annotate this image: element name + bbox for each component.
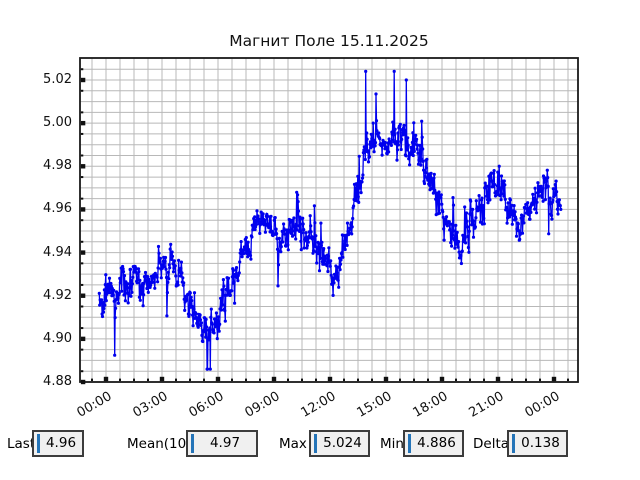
- data-series: [97, 69, 563, 371]
- stat-input-min[interactable]: 4.886: [403, 430, 464, 457]
- text-cursor: [314, 434, 317, 453]
- y-tick-label: 5.00: [43, 115, 72, 131]
- y-tick-label: 4.98: [43, 158, 72, 174]
- data-markers: [97, 69, 563, 371]
- stat-input-delta[interactable]: 0.138: [507, 430, 568, 457]
- stat-value-delta: 0.138: [521, 435, 560, 451]
- tick-marks: [80, 68, 569, 385]
- y-tick-label: 4.96: [43, 201, 72, 217]
- y-tick-label: 4.90: [43, 330, 72, 346]
- stat-label-min: Min: [380, 436, 404, 452]
- y-tick-label: 4.92: [43, 287, 72, 303]
- grid-lines: [80, 58, 578, 382]
- text-cursor: [512, 434, 515, 453]
- text-cursor: [37, 434, 40, 453]
- stat-label-last: Last: [7, 436, 36, 452]
- stat-input-mean[interactable]: 4.97: [186, 430, 258, 457]
- text-cursor: [408, 434, 411, 453]
- stat-value-min: 4.886: [417, 435, 456, 451]
- text-cursor: [191, 434, 194, 453]
- stat-label-max: Max: [279, 436, 307, 452]
- plot-border: [79, 57, 579, 383]
- y-tick-label: 5.02: [43, 72, 72, 87]
- stat-input-last[interactable]: 4.96: [32, 430, 84, 457]
- stat-value-last: 4.96: [45, 435, 77, 451]
- stat-value-mean: 4.97: [209, 435, 241, 451]
- stat-label-mean: Mean(10): [127, 436, 192, 452]
- plot-area: [79, 57, 579, 385]
- chart-title: Магнит Поле 15.11.2025: [229, 32, 429, 50]
- stat-input-max[interactable]: 5.024: [309, 430, 370, 457]
- y-tick-label: 4.94: [43, 244, 72, 260]
- stat-value-max: 5.024: [323, 435, 362, 451]
- y-tick-label: 4.88: [43, 374, 72, 389]
- stat-label-delta: Delta: [473, 436, 510, 452]
